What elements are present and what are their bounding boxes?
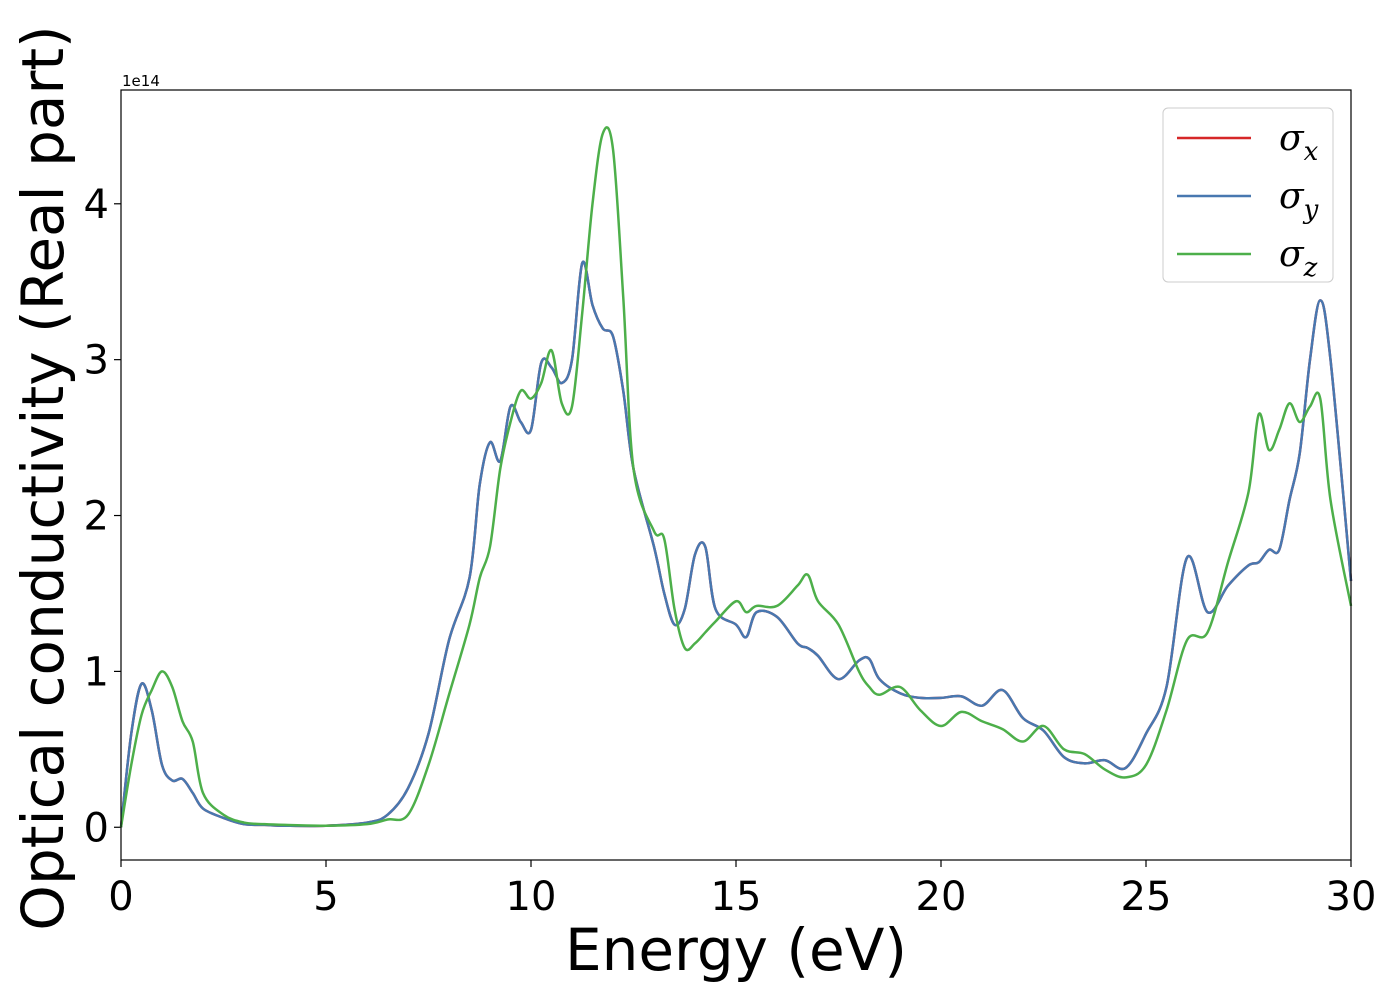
- y-tick-label: 2: [84, 494, 109, 540]
- y-tick-label: 1: [84, 649, 109, 695]
- plot-frame: [120, 89, 1352, 861]
- y-tick-label: 4: [84, 182, 109, 228]
- y-tick-label: 0: [84, 805, 109, 851]
- x-tick-label: 15: [711, 874, 762, 920]
- series-line: [119, 126, 1353, 828]
- y-offset-label: 1e14: [122, 72, 160, 90]
- x-tick-label: 5: [313, 874, 338, 920]
- x-tick-label: 30: [1326, 874, 1377, 920]
- legend-label: σz: [1279, 234, 1318, 283]
- x-axis-label: Energy (eV): [565, 916, 907, 984]
- legend-label: σx: [1279, 118, 1319, 167]
- y-axis-label: Optical conductivity (Real part): [9, 25, 77, 930]
- y-tick-label: 3: [84, 338, 109, 384]
- x-tick-label: 0: [108, 874, 133, 920]
- legend-label: σy: [1279, 176, 1319, 225]
- x-tick-label: 25: [1121, 874, 1172, 920]
- x-tick-label: 10: [506, 874, 557, 920]
- x-tick-label: 20: [916, 874, 967, 920]
